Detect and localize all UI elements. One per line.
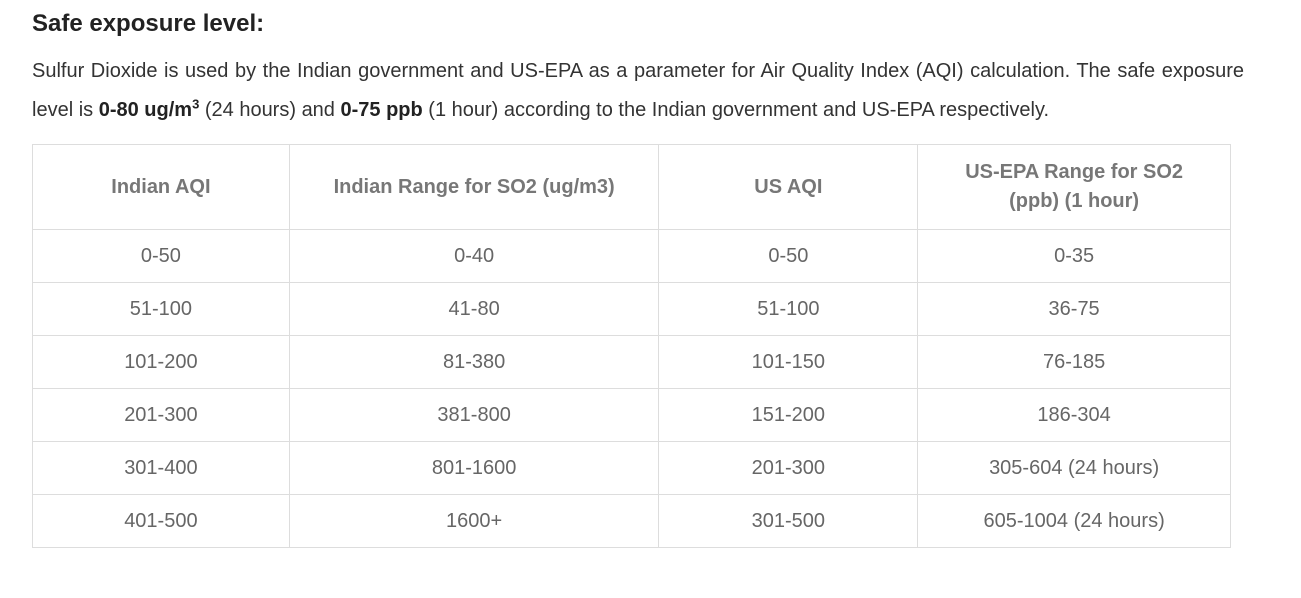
table-header-row: Indian AQI Indian Range for SO2 (ug/m3) … — [32, 144, 1231, 230]
cell-indian-range: 81-380 — [288, 335, 660, 389]
table-row: 401-500 1600+ 301-500 605-1004 (24 hours… — [32, 494, 1231, 548]
cell-indian-aqi: 401-500 — [32, 494, 290, 548]
content-section: Safe exposure level: Sulfur Dioxide is u… — [32, 10, 1244, 548]
cell-us-aqi: 151-200 — [658, 388, 919, 442]
cell-us-range: 605-1004 (24 hours) — [917, 494, 1231, 548]
intro-text-2: (24 hours) and — [199, 99, 341, 121]
cell-indian-range: 1600+ — [288, 494, 660, 548]
unit-superscript: 3 — [192, 96, 200, 112]
cell-us-aqi: 51-100 — [658, 282, 919, 336]
safe-level-us: 0-75 ppb — [340, 99, 423, 121]
table-row: 201-300 381-800 151-200 186-304 — [32, 388, 1231, 442]
cell-indian-aqi: 51-100 — [32, 282, 290, 336]
cell-indian-aqi: 301-400 — [32, 441, 290, 495]
cell-us-range: 36-75 — [917, 282, 1231, 336]
cell-indian-aqi: 201-300 — [32, 388, 290, 442]
cell-indian-range: 801-1600 — [288, 441, 660, 495]
cell-us-aqi: 101-150 — [658, 335, 919, 389]
cell-us-aqi: 301-500 — [658, 494, 919, 548]
table-row: 101-200 81-380 101-150 76-185 — [32, 335, 1231, 389]
header-us-aqi: US AQI — [658, 144, 919, 230]
cell-us-range: 0-35 — [917, 229, 1231, 283]
section-heading: Safe exposure level: — [32, 10, 265, 37]
header-us-range: US-EPA Range for SO2 (ppb) (1 hour) — [917, 144, 1231, 230]
safe-level-indian: 0-80 ug/m3 — [98, 96, 200, 121]
header-indian-range: Indian Range for SO2 (ug/m3) — [288, 144, 660, 230]
cell-indian-range: 381-800 — [288, 388, 660, 442]
table-row: 0-50 0-40 0-50 0-35 — [32, 229, 1231, 283]
cell-indian-aqi: 101-200 — [32, 335, 290, 389]
cell-us-aqi: 0-50 — [658, 229, 919, 283]
table-row: 301-400 801-1600 201-300 305-604 (24 hou… — [32, 441, 1231, 495]
cell-indian-range: 41-80 — [288, 282, 660, 336]
cell-us-range: 186-304 — [917, 388, 1231, 442]
intro-text-1: Sulfur Dioxide is used by the Indian gov… — [32, 60, 1244, 121]
cell-indian-range: 0-40 — [288, 229, 660, 283]
intro-paragraph: Sulfur Dioxide is used by the Indian gov… — [32, 52, 1244, 130]
intro-text-3: (1 hour) according to the Indian governm… — [422, 99, 1050, 121]
aqi-table: Indian AQI Indian Range for SO2 (ug/m3) … — [32, 144, 1231, 548]
header-indian-aqi: Indian AQI — [32, 144, 290, 230]
cell-us-range: 76-185 — [917, 335, 1231, 389]
table-row: 51-100 41-80 51-100 36-75 — [32, 282, 1231, 336]
cell-us-aqi: 201-300 — [658, 441, 919, 495]
cell-indian-aqi: 0-50 — [32, 229, 290, 283]
cell-us-range: 305-604 (24 hours) — [917, 441, 1231, 495]
